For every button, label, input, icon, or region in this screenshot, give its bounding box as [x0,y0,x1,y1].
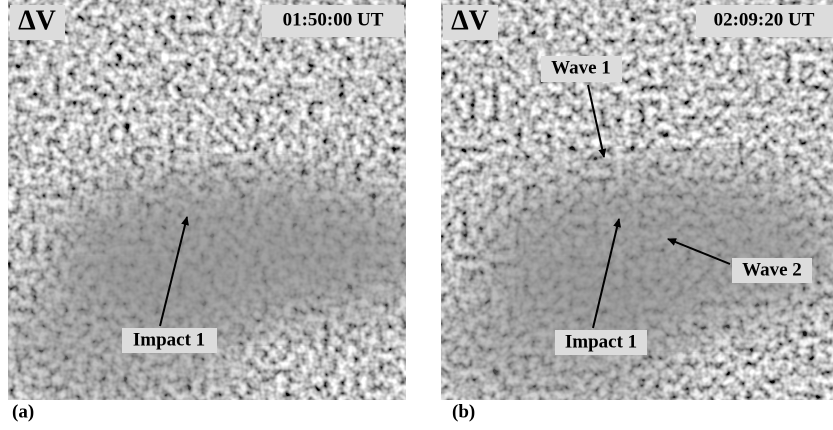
time-label: 01:50:00 UT [283,9,384,30]
annotation: Wave 1 [551,57,611,78]
panel-a: ΔV 01:50:00 UT Impact 1 (a) [8,0,406,422]
time-label: 02:09:20 UT [714,9,815,30]
annotation: Impact 1 [133,329,205,350]
quantity-label: ΔV [451,5,489,36]
panel-b: ΔV 02:09:20 UT Wave 1 Wave 2 Impact 1 (b… [441,0,833,422]
caption: (b) [452,401,475,422]
arrow [667,238,731,265]
annotation: Wave 2 [742,259,802,280]
quantity-label: ΔV [18,5,56,36]
arrow [592,218,622,329]
arrow [159,216,189,327]
caption: (a) [12,401,34,422]
arrow [587,84,607,158]
annotation: Impact 1 [565,331,637,352]
